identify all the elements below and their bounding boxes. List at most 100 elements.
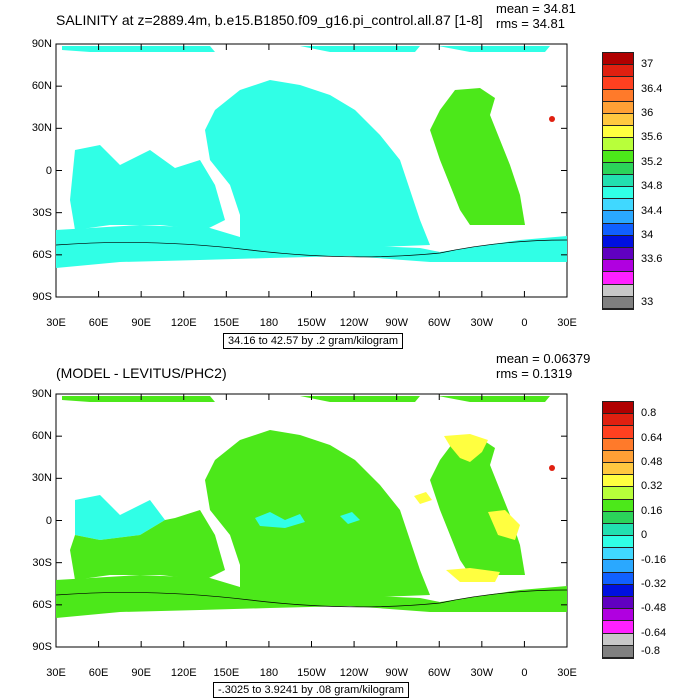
bottom-lon-label: 60E <box>88 667 109 679</box>
top-colorbar-label: 33 <box>641 296 654 308</box>
bottom-pacific-ocean <box>205 430 430 598</box>
top-colorbar-swatch <box>603 223 633 236</box>
bottom-colorbar-label: 0.32 <box>641 480 663 493</box>
top-lon-label: 30E <box>46 317 66 329</box>
bottom-lon-label: 180 <box>259 667 279 679</box>
top-southern-ocean <box>56 225 567 268</box>
bottom-colorbar-swatch <box>603 621 633 634</box>
bottom-lon-label: 150E <box>213 667 240 679</box>
top-lon-label: 150W <box>297 317 326 329</box>
bottom-rms-value: rms = 0.1319 <box>496 366 573 381</box>
top-lon-label: 30E <box>557 317 577 329</box>
bottom-lon-label: 150W <box>297 667 326 679</box>
bottom-colorbar-swatch <box>603 438 633 451</box>
top-mean-value: mean = 34.81 <box>496 1 576 16</box>
top-lat-label: 90S <box>32 291 52 303</box>
top-colorbar <box>602 52 634 310</box>
bottom-colorbar-label: 0.48 <box>641 456 663 468</box>
top-colorbar-swatch <box>603 113 633 127</box>
bottom-colorbar-label: -0.48 <box>641 602 667 615</box>
top-colorbar-swatch <box>603 174 633 188</box>
bottom-lon-label: 90E <box>131 667 151 679</box>
top-lat-label: 30N <box>31 122 52 135</box>
axis-ticks <box>55 43 568 648</box>
bottom-colorbar-swatch <box>603 499 633 512</box>
top-colorbar-label: 36.4 <box>641 82 663 95</box>
bottom-lat-label: 60N <box>31 430 52 443</box>
bottom-colorbar-swatch <box>603 511 633 524</box>
top-lat-label: 60N <box>31 80 52 93</box>
top-lon-label: 90E <box>131 317 151 329</box>
bottom-colorbar-swatch <box>603 426 633 439</box>
top-colorbar-label: 33.6 <box>641 253 663 266</box>
top-lon-label: 0 <box>521 317 528 329</box>
top-colorbar-label: 35.6 <box>641 131 663 144</box>
top-colorbar-swatch <box>603 126 633 139</box>
bottom-map-title: (MODEL - LEVITUS/PHC2) <box>56 365 227 381</box>
bottom-indian-ocean-south <box>70 510 225 580</box>
bottom-colorbar-swatch <box>603 584 633 597</box>
bottom-lat-label: 90N <box>31 388 52 400</box>
bottom-mean-value: mean = 0.06379 <box>496 351 591 366</box>
bottom-lat-label: 0 <box>45 514 52 527</box>
bottom-lat-label: 30S <box>32 556 52 569</box>
bottom-colorbar-label: 0.16 <box>641 504 663 517</box>
top-lat-label: 60S <box>32 248 52 261</box>
bottom-colorbar-swatch <box>603 475 633 488</box>
top-colorbar-swatch <box>603 77 633 90</box>
bottom-colorbar-swatch <box>603 633 633 646</box>
top-lat-label: 0 <box>45 164 52 177</box>
top-colorbar-swatch <box>603 150 633 163</box>
bottom-atlantic-ocean <box>430 438 525 575</box>
bottom-colorbar-label: -0.64 <box>641 626 667 639</box>
top-lon-label: 120W <box>339 317 369 329</box>
top-indian-ocean <box>70 145 225 230</box>
bottom-southern-ocean <box>56 575 567 618</box>
top-lon-label: 60W <box>427 317 451 329</box>
top-colorbar-swatch <box>603 187 633 200</box>
top-pacific-ocean <box>205 80 430 248</box>
top-rms-value: rms = 34.81 <box>496 16 566 31</box>
top-colorbar-swatch <box>603 138 633 151</box>
top-colorbar-label: 34.8 <box>641 180 663 193</box>
top-colorbar-swatch <box>603 199 633 212</box>
bottom-lat-label: 90S <box>32 641 52 653</box>
top-colorbar-label: 34 <box>641 229 654 241</box>
bottom-colorbar-label: 0.8 <box>641 407 657 420</box>
top-range-label: 34.16 to 42.57 by .2 gram/kilogram <box>223 333 403 349</box>
bottom-colorbar-swatch <box>603 450 633 463</box>
top-colorbar-swatch <box>603 248 633 261</box>
top-lat-label: 90N <box>31 38 52 50</box>
bottom-lon-label: 120W <box>339 667 369 679</box>
bottom-lon-label: 30E <box>46 667 66 679</box>
top-colorbar-swatch <box>603 260 633 273</box>
bottom-colorbar-label: -0.8 <box>641 645 660 657</box>
bottom-colorbar-swatch <box>603 523 633 537</box>
top-lon-label: 90W <box>385 317 408 329</box>
bottom-colorbar <box>602 401 634 659</box>
top-lon-label: 180 <box>259 317 279 329</box>
top-map <box>55 43 568 298</box>
bottom-lon-label: 30E <box>557 667 577 679</box>
bottom-range-label: -.3025 to 3.9241 by .08 gram/kilogram <box>213 682 409 698</box>
bottom-map <box>55 393 568 648</box>
top-lon-label: 60E <box>88 317 109 329</box>
top-colorbar-label: 35.2 <box>641 155 663 168</box>
top-colorbar-swatch <box>603 272 633 285</box>
bottom-colorbar-label: 0 <box>641 529 648 542</box>
bottom-colorbar-swatch <box>603 572 633 585</box>
top-map-title: SALINITY at z=2889.4m, b.e15.B1850.f09_g… <box>56 12 483 28</box>
bottom-yellow-labrador <box>444 434 488 462</box>
bottom-colorbar-label: -0.32 <box>641 578 667 590</box>
bottom-lon-label: 0 <box>521 667 528 679</box>
bottom-lon-label: 30W <box>470 667 494 679</box>
bottom-lon-label: 60W <box>427 667 451 679</box>
top-colorbar-swatch <box>603 284 633 297</box>
top-colorbar-swatch <box>603 53 633 66</box>
top-colorbar-swatch <box>603 101 633 114</box>
bottom-lat-label: 30N <box>31 472 52 485</box>
top-colorbar-label: 37 <box>641 58 654 71</box>
top-arctic-ocean <box>62 46 215 52</box>
top-lat-label: 30S <box>32 206 52 219</box>
